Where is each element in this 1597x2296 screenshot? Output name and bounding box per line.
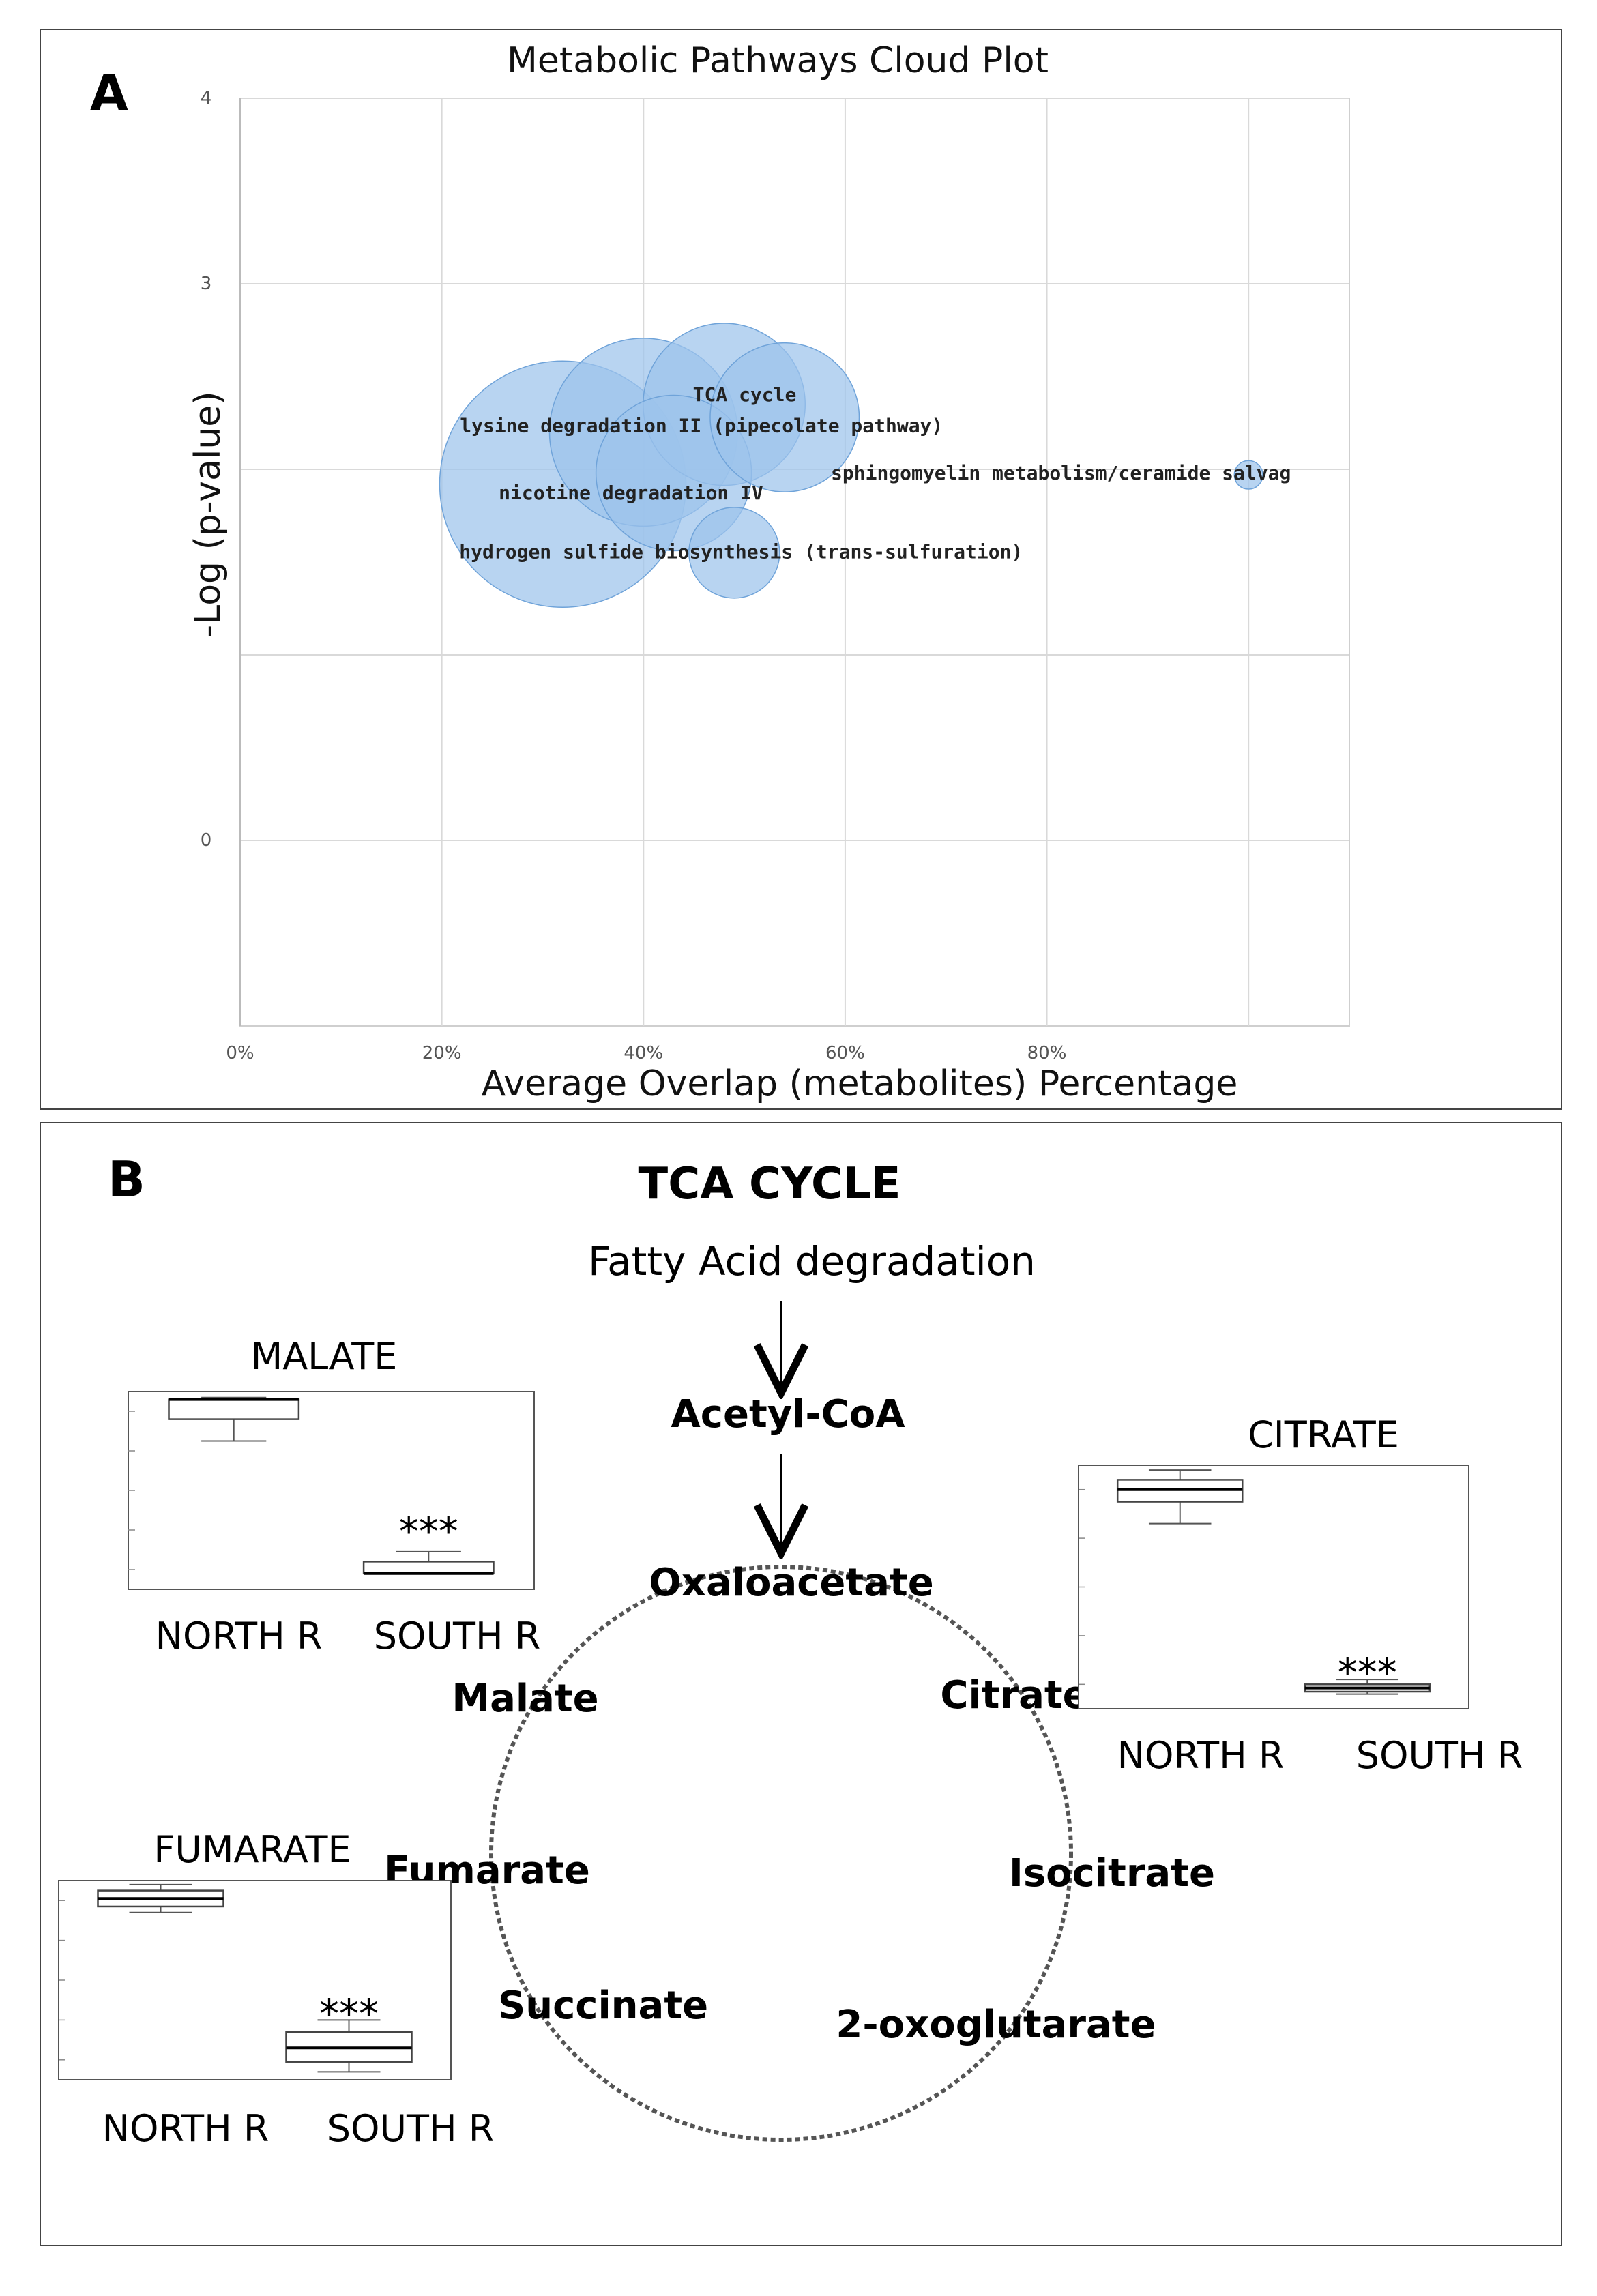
y-axis-label: -Log (p-value) <box>188 391 229 637</box>
bubble-label: TCA cycle <box>693 383 797 406</box>
boxplot-citrate: CITRATE NORTH R SOUTH R *** <box>1078 1413 1523 1777</box>
significance-marker: *** <box>319 1990 379 2037</box>
significance-marker: *** <box>399 1508 458 1555</box>
panel-letter-b: B <box>108 1151 145 1208</box>
bubble <box>1233 460 1263 490</box>
category-label: SOUTH R <box>1356 1734 1523 1777</box>
boxplot-frame <box>128 1391 535 1590</box>
x-tick-label: 60% <box>825 1043 865 1063</box>
acetyl-coa-label: Acetyl-CoA <box>671 1392 905 1437</box>
category-label: SOUTH R <box>374 1615 541 1658</box>
x-tick-label: 20% <box>422 1043 462 1063</box>
boxplot-title: MALATE <box>251 1335 398 1378</box>
category-label: NORTH R <box>102 2107 269 2150</box>
bubble <box>688 507 780 599</box>
boxplot-fumarate: FUMARATE NORTH R SOUTH R *** <box>58 1828 495 2150</box>
boxplot-frame <box>1078 1465 1469 1709</box>
x-tick-label: 40% <box>624 1043 663 1063</box>
x-tick-label: 0% <box>226 1043 254 1063</box>
panel-letter-a: A <box>90 64 128 121</box>
diagram-title: TCA CYCLE <box>639 1159 901 1209</box>
bubble-chart: 0% 20% 40% 60% 80% 4 3 0 Metabolic Pathways Clou… <box>188 40 1350 1104</box>
box <box>168 1398 300 1420</box>
boxplot-malate: MALATE NORTH R SOUTH R *** <box>128 1335 540 1658</box>
category-label: NORTH R <box>1117 1734 1285 1777</box>
y-tick-label: 0 <box>201 830 212 851</box>
cycle-metabolite-malate: Malate <box>452 1677 598 1721</box>
y-tick-label: 3 <box>201 274 212 294</box>
bubble <box>709 342 860 492</box>
panel-b: B TCA CYCLE Fatty Acid degradation Acetyl-… <box>40 1122 1562 2246</box>
y-tick-label: 4 <box>201 88 212 108</box>
boxplot-title: CITRATE <box>1248 1413 1399 1456</box>
category-label: NORTH R <box>156 1615 323 1658</box>
x-axis-label: Average Overlap (metabolites) Percentage <box>482 1063 1238 1104</box>
box <box>362 1561 495 1575</box>
cycle-metabolite-succinate: Succinate <box>498 1984 708 2028</box>
panel-a: A 0% 20% 40% 60% 80% 4 3 0 Metabolic Pathways Cl… <box>40 29 1562 1110</box>
plot-area <box>239 98 1350 1027</box>
input-label: Fatty Acid degradation <box>588 1238 1036 1284</box>
bubble-label: nicotine degradation IV <box>499 482 763 504</box>
significance-marker: *** <box>1338 1649 1397 1696</box>
cycle-metabolite-isocitrate: Isocitrate <box>1009 1851 1215 1896</box>
tca-cycle-diagram: TCA CYCLE Fatty Acid degradation Acetyl-Co… <box>58 1159 1523 2150</box>
cycle-metabolite-citrate: Citrate <box>940 1673 1088 1718</box>
bubble-label: sphingomyelin metabolism/ceramide salvag <box>831 462 1291 484</box>
cycle-metabolite-2-oxoglutarate: 2-oxoglutarate <box>836 2003 1156 2047</box>
category-label: SOUTH R <box>327 2107 495 2150</box>
boxplot-title: FUMARATE <box>153 1828 351 1871</box>
chart-title: Metabolic Pathways Cloud Plot <box>507 40 1049 81</box>
bubble-label: hydrogen sulfide biosynthesis (trans-sul… <box>459 540 1023 563</box>
bubble-label: lysine degradation II (pipecolate pathwa… <box>460 415 943 437</box>
cycle-metabolite-oxaloacetate: Oxaloacetate <box>649 1561 933 1605</box>
cycle-ring <box>489 1565 1073 2142</box>
x-tick-label: 80% <box>1027 1043 1067 1063</box>
